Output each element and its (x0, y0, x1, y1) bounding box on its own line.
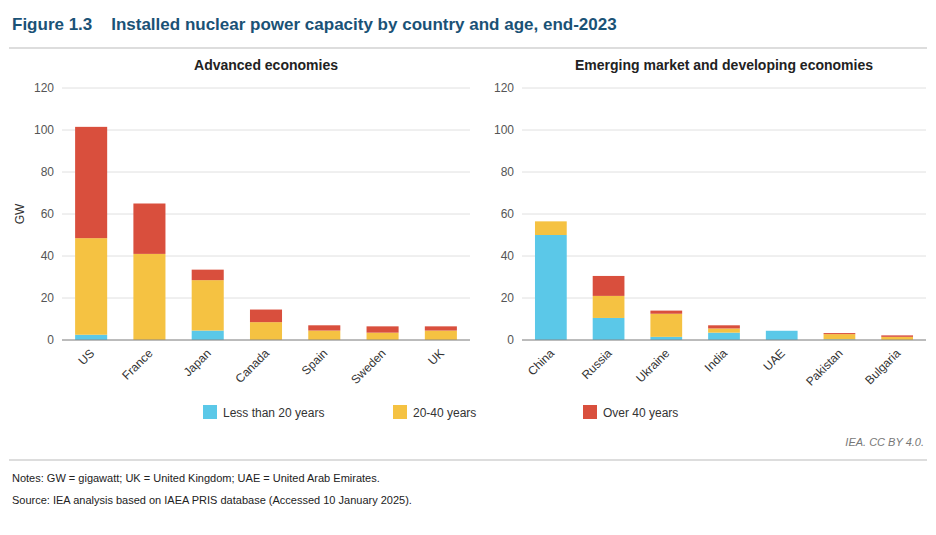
x-tick-label: UK (425, 346, 447, 368)
x-tick-label: US (76, 346, 98, 368)
x-tick-label: India (702, 346, 731, 375)
y-tick-label: 80 (41, 165, 55, 179)
bar-segment (192, 280, 224, 330)
bar-segment (824, 333, 856, 334)
legend-swatch (583, 405, 597, 419)
panel-title: Advanced economies (194, 57, 338, 73)
bar-segment (425, 331, 457, 340)
bar-segment (250, 310, 282, 323)
grid-line (522, 298, 926, 299)
credit: IEA. CC BY 4.0. (845, 436, 924, 448)
y-tick-label: 0 (47, 333, 54, 347)
bars (535, 221, 913, 340)
bar-segment (367, 333, 399, 340)
chart-root: Figure 1.3 Installed nuclear power capac… (0, 0, 936, 535)
bar-segment (593, 276, 625, 296)
bar-segment (593, 296, 625, 318)
legend-label: Less than 20 years (223, 406, 324, 420)
x-tick-label: Japan (181, 346, 214, 379)
grid-line (522, 214, 926, 215)
bar-segment (708, 328, 740, 332)
y-tick-label: 40 (41, 249, 55, 263)
x-tick-label: UAE (760, 346, 787, 373)
x-tick-label: France (119, 346, 156, 383)
bar-segment (708, 333, 740, 340)
legend-label: Over 40 years (603, 406, 678, 420)
bar-segment (535, 221, 567, 235)
y-tick-label: 120 (494, 81, 514, 95)
y-tick-label: 20 (41, 291, 55, 305)
x-tick-label: Russia (579, 346, 615, 382)
bar-segment (766, 330, 798, 331)
x-tick-label: Spain (299, 346, 331, 378)
bar-segment (650, 311, 682, 314)
y-tick-label: 100 (494, 123, 514, 137)
bar-segment (425, 326, 457, 330)
bar-segment (535, 221, 567, 222)
y-tick-label: 20 (501, 291, 515, 305)
grid-line (62, 298, 470, 299)
panel: Advanced economies GW 0 20 40 60 80 100 120 US Fra… (13, 57, 470, 387)
legend-label: 20-40 years (413, 406, 476, 420)
grid-line (522, 172, 926, 173)
bar-segment (75, 238, 107, 335)
bar-segment (824, 334, 856, 339)
grid-line (522, 340, 926, 341)
legend-swatch (203, 405, 217, 419)
grid-line (522, 130, 926, 131)
bar-segment (192, 270, 224, 281)
grid-line (62, 214, 470, 215)
grid-line (62, 130, 470, 131)
notes-rule (9, 460, 927, 461)
notes: Notes: GW = gigawatt; UK = United Kingdo… (12, 472, 380, 484)
title: Figure 1.3 Installed nuclear power capac… (12, 15, 617, 34)
grid-line (62, 88, 470, 89)
legend-swatch (393, 405, 407, 419)
bar-segment (708, 325, 740, 328)
bar-segment (593, 318, 625, 340)
bar-segment (308, 325, 340, 330)
y-tick-label: 0 (507, 333, 514, 347)
y-tick-label: 100 (34, 123, 54, 137)
bar-segment (133, 204, 165, 254)
y-tick-label: 120 (34, 81, 54, 95)
y-tick-label: 40 (501, 249, 515, 263)
bar-segment (75, 335, 107, 340)
x-tick-label: China (525, 346, 557, 378)
y-tick-label: 60 (41, 207, 55, 221)
bar-segment (650, 314, 682, 337)
x-axis-line (522, 340, 926, 341)
x-tick-label: Sweden (348, 346, 389, 387)
bar-segment (535, 235, 567, 340)
grid-line (62, 172, 470, 173)
grid-line (522, 88, 926, 89)
bar-segment (766, 331, 798, 340)
bars (75, 127, 457, 340)
x-tick-label: Canada (232, 346, 272, 386)
x-tick-label: Ukraine (633, 346, 672, 385)
bar-segment (250, 322, 282, 340)
bar-segment (367, 326, 399, 332)
source: Source: IEA analysis based on IAEA PRIS … (12, 494, 412, 506)
bar-segment (308, 331, 340, 340)
x-axis-line (62, 340, 470, 341)
panel: Emerging market and developing economies… (494, 57, 926, 389)
title-rule (9, 48, 927, 49)
x-tick-label: Pakistan (803, 346, 845, 388)
bar-segment (766, 330, 798, 331)
y-tick-label: 60 (501, 207, 515, 221)
bar-segment (133, 254, 165, 340)
y-tick-label: 80 (501, 165, 515, 179)
bar-segment (75, 127, 107, 238)
grid-line (522, 256, 926, 257)
y-axis-label: GW (13, 203, 27, 224)
bar-segment (192, 331, 224, 340)
panel-title: Emerging market and developing economies (575, 57, 873, 73)
bar-segment (881, 335, 913, 336)
legend: Less than 20 years 20-40 years Over 40 yea… (203, 405, 678, 420)
grid-line (62, 256, 470, 257)
x-tick-label: Bulgaria (862, 346, 903, 387)
grid-line (62, 340, 470, 341)
